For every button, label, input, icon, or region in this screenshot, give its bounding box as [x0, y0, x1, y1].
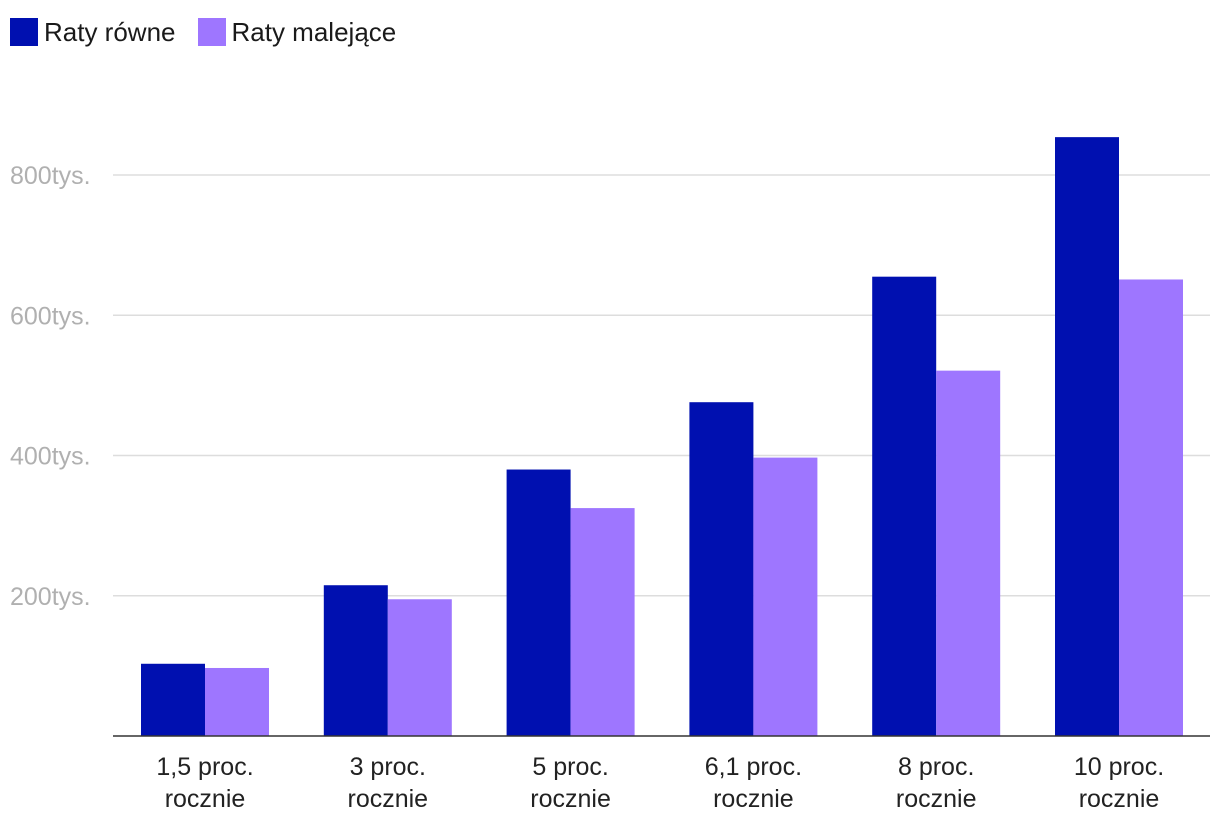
x-tick-label: 1,5 proc. rocznie [156, 753, 253, 813]
bar-raty-malejace[interactable] [1119, 279, 1183, 736]
bars [141, 137, 1183, 736]
bar-raty-rowne[interactable] [506, 469, 571, 736]
bar-raty-rowne[interactable] [1055, 137, 1119, 736]
legend-swatch-raty-rowne [10, 18, 38, 46]
y-tick-label: 600tys. [10, 302, 91, 330]
x-tick-label: 6,1 proc. rocznie [705, 753, 802, 813]
gridlines [113, 174, 1210, 597]
x-axis-ticks: 1,5 proc. rocznie 3 proc. rocznie 5 proc. roc… [156, 753, 1164, 813]
bar-raty-malejace[interactable] [753, 457, 818, 736]
legend-label-raty-rowne: Raty równe [44, 16, 176, 47]
bar-raty-rowne[interactable] [141, 663, 205, 736]
legend-item-raty-malejace[interactable]: Raty malejące [197, 16, 397, 48]
y-axis-ticks: 200tys. 400tys. 600tys. 800tys. [10, 162, 91, 611]
bar-raty-rowne[interactable] [872, 276, 937, 736]
legend-item-raty-rowne[interactable]: Raty równe [10, 17, 176, 48]
x-tick-label: 8 proc. rocznie [896, 753, 977, 813]
y-tick-label: 200tys. [10, 583, 91, 611]
legend-label-raty-malejace: Raty malejące [231, 16, 397, 47]
x-tick-label: 10 proc. rocznie [1074, 753, 1164, 813]
bar-raty-malejace[interactable] [936, 370, 1001, 736]
y-tick-label: 400tys. [10, 443, 91, 471]
x-tick-label: 3 proc. rocznie [348, 753, 429, 813]
bar-raty-malejace[interactable] [205, 667, 269, 736]
y-tick-label: 800tys. [10, 162, 91, 190]
legend-swatch-raty-malejace [197, 18, 226, 46]
x-tick-label: 5 proc. rocznie [530, 753, 611, 813]
bar-raty-rowne[interactable] [689, 402, 754, 736]
bar-raty-rowne[interactable] [323, 585, 388, 736]
chart-legend: Raty równe Raty malejące [10, 16, 418, 48]
bar-raty-malejace[interactable] [570, 508, 635, 736]
bar-raty-malejace[interactable] [387, 599, 452, 736]
